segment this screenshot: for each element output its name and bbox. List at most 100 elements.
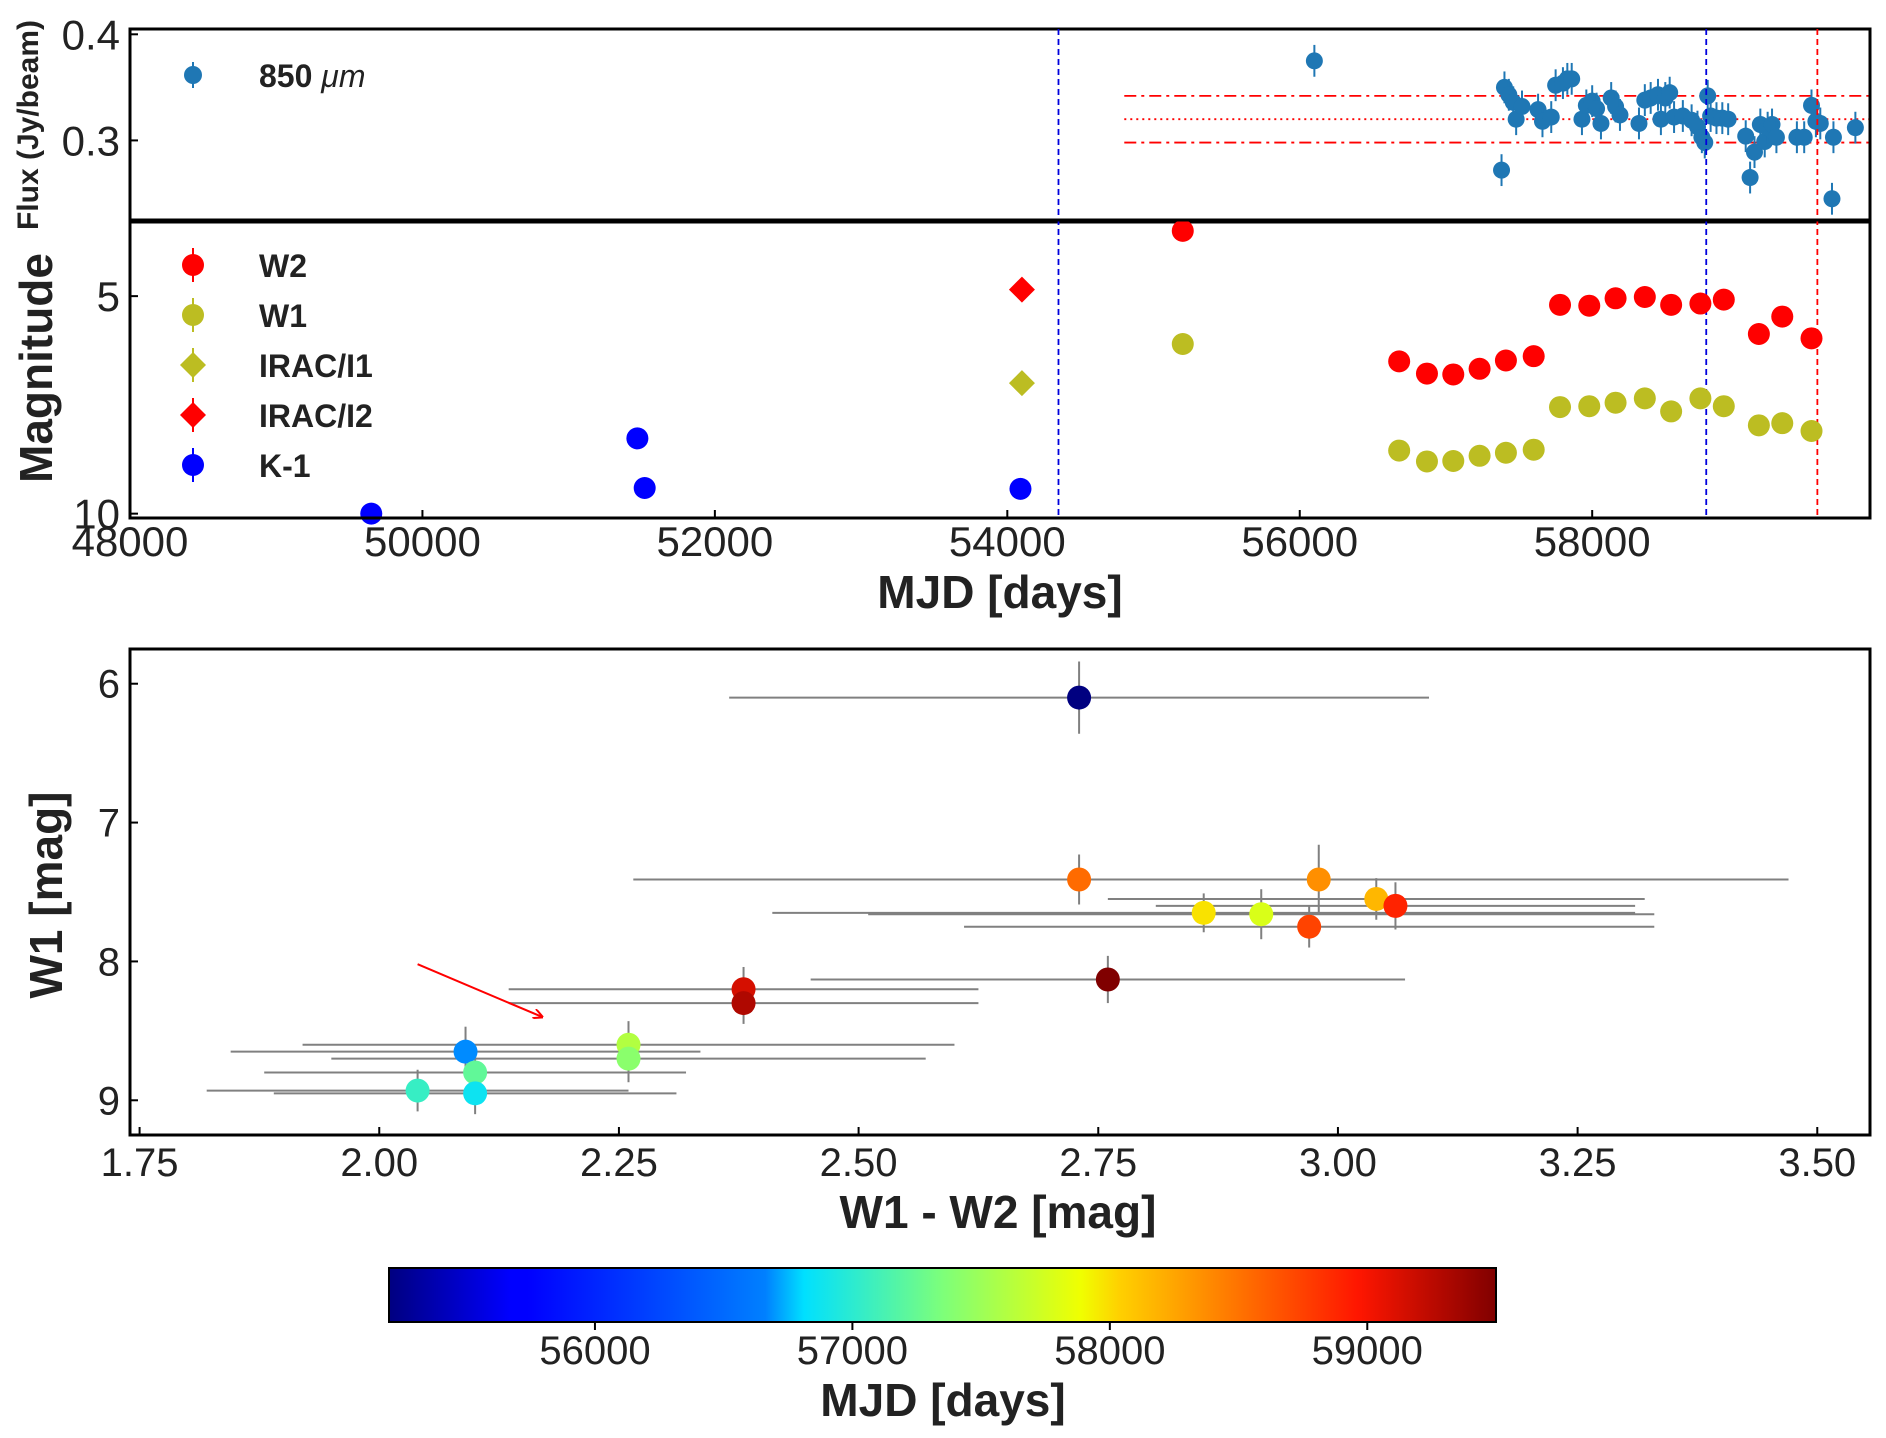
legend-w2-label: W2: [259, 248, 307, 284]
lightcurve-x-tick-label: 52000: [656, 518, 773, 565]
colormag-x-tick-label: 2.25: [580, 1141, 658, 1185]
lightcurve-x-tick-label: 50000: [364, 518, 481, 565]
w2-point: [1633, 286, 1656, 309]
submm-reference-lines: [1124, 94, 1870, 144]
w1-point: [1660, 400, 1683, 423]
w1-point: [1522, 438, 1545, 461]
legend-irac-i1: IRAC/I1: [180, 348, 373, 384]
w2-point: [1747, 322, 1770, 345]
colormag-x-tick-label: 2.50: [820, 1141, 898, 1185]
lightcurve-y-tick-label: 10: [73, 491, 120, 538]
colormag-frame: [128, 647, 1872, 1137]
w1-point: [1549, 396, 1572, 419]
w1-point: [1771, 412, 1794, 435]
colormag-y-tick-label: 9: [98, 1079, 120, 1123]
colormag-point: [616, 1046, 641, 1071]
legend-w2-marker: [182, 254, 204, 276]
legend-w1-label: W1: [259, 298, 307, 334]
colorbar-tick-label: 56000: [539, 1329, 650, 1373]
flux-point: [1699, 87, 1717, 105]
w1-point: [1747, 414, 1770, 437]
lightcurve-legend: W2 W1 IRAC/I1 IRAC/I2 K-1: [180, 248, 373, 484]
flux-point: [1611, 106, 1629, 124]
w2-point: [1442, 363, 1465, 386]
colormag-point: [1297, 914, 1322, 939]
w1-point: [1468, 444, 1491, 467]
colormag-panel: 1.75 2.00 2.25 2.50 2.75 3.00 3.25 3.50 6 7 8 9 W1 …: [20, 647, 1872, 1238]
submm-panel: 0.3 0.4 Flux (Jy/beam) 850 μm: [12, 11, 1872, 230]
legend-irac-i1-marker: [180, 352, 206, 378]
colormag-y-axis-title: W1 [mag]: [20, 792, 72, 999]
w1-point: [1689, 387, 1712, 410]
flux-point: [1563, 70, 1581, 88]
w2-point: [1415, 362, 1438, 385]
flux-point: [1795, 128, 1813, 146]
colormag-x-tick-label: 3.25: [1539, 1141, 1617, 1185]
submm-y-axis-title: Flux (Jy/beam): [12, 20, 45, 230]
colormag-point: [731, 991, 756, 1016]
flux-point: [1823, 190, 1841, 208]
submm-legend: 850 μm: [184, 58, 365, 94]
flux-point: [1696, 134, 1714, 152]
colormag-y-tick-label: 7: [98, 802, 120, 846]
w1-point: [1604, 391, 1627, 414]
legend-w1: W1: [182, 298, 307, 334]
colormag-y-tick-label: 6: [98, 663, 120, 707]
w1-point: [1415, 450, 1438, 473]
lightcurve-x-tick-label: 56000: [1241, 518, 1358, 565]
lightcurve-ticks: 48000 50000 52000 54000 56000 58000 5 10: [72, 273, 1651, 565]
flux-point: [1661, 84, 1679, 102]
trend-arrow: [417, 963, 543, 1017]
colormag-x-tick-label: 2.00: [340, 1141, 418, 1185]
flux-point: [1737, 127, 1755, 145]
colormag-x-tick-label: 1.75: [101, 1141, 179, 1185]
colormag-point: [1364, 886, 1389, 911]
k-1-point: [626, 427, 649, 450]
flux-point: [1719, 110, 1737, 128]
w2-point: [1522, 345, 1545, 368]
colormag-point: [1067, 867, 1092, 892]
colormag-point: [1306, 867, 1331, 892]
w1-point: [1712, 395, 1735, 418]
flux-point: [1811, 114, 1829, 132]
w2-point: [1494, 349, 1517, 372]
legend-irac-i2-label: IRAC/I2: [259, 398, 373, 434]
legend-850-label: 850 μm: [259, 58, 365, 94]
submm-frame: [128, 27, 1872, 224]
colormag-y-tick-label: 8: [98, 940, 120, 984]
k-1-point: [1009, 477, 1032, 500]
colormag-point: [405, 1078, 430, 1103]
colormag-point: [1383, 893, 1408, 918]
colorbar-tick-label: 58000: [1054, 1329, 1165, 1373]
flux-point: [1305, 52, 1323, 70]
legend-w2: W2: [182, 248, 307, 284]
legend-w1-marker: [182, 304, 204, 326]
colormag-point: [1249, 902, 1274, 927]
k-1-point: [633, 476, 656, 499]
flux-point: [1493, 161, 1511, 179]
colormag-point: [453, 1039, 478, 1064]
irac-i2-point: [1008, 276, 1035, 303]
irac-i1-point: [1008, 370, 1035, 397]
flux-point: [1592, 114, 1610, 132]
colormag-points: [206, 661, 1789, 1115]
lightcurve-y-tick-label: 5: [97, 273, 120, 320]
w1-point: [1494, 441, 1517, 464]
lightcurve-y-axis-title: Magnitude: [10, 253, 62, 483]
legend-irac-i1-label: IRAC/I1: [259, 348, 373, 384]
legend-850-marker: [184, 66, 202, 84]
w2-point: [1712, 288, 1735, 311]
legend-irac-i2-marker: [180, 402, 206, 428]
colorbar-panel: 56000 57000 58000 59000 MJD [days]: [388, 1267, 1497, 1426]
w1-point: [1578, 395, 1601, 418]
lightcurve-x-tick-label: 54000: [949, 518, 1066, 565]
w1-point: [1171, 332, 1194, 355]
colormag-point: [1067, 685, 1092, 710]
lightcurve-x-axis-title: MJD [days]: [877, 566, 1122, 618]
colorbar-ticks: 56000 57000 58000 59000: [539, 1322, 1423, 1373]
flux-point: [1652, 110, 1670, 128]
flux-point: [1824, 128, 1842, 146]
w1-point: [1800, 419, 1823, 442]
w1-point: [1388, 439, 1411, 462]
